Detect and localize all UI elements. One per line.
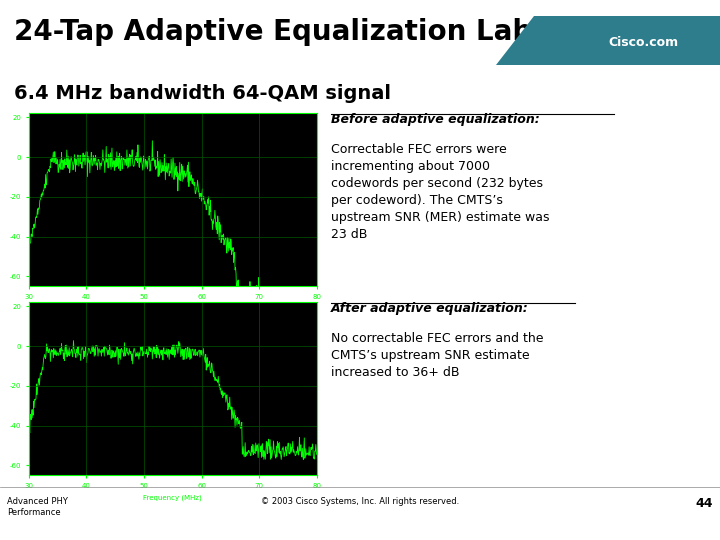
Polygon shape bbox=[495, 16, 720, 65]
X-axis label: Frequency (MHz): Frequency (MHz) bbox=[143, 306, 202, 312]
Text: 44: 44 bbox=[696, 497, 713, 510]
Text: 24-Tap Adaptive Equalization Lab Test: 24-Tap Adaptive Equalization Lab Test bbox=[14, 18, 606, 45]
Text: © 2003 Cisco Systems, Inc. All rights reserved.: © 2003 Cisco Systems, Inc. All rights re… bbox=[261, 497, 459, 506]
Text: Correctable FEC errors were
incrementing about 7000
codewords per second (232 by: Correctable FEC errors were incrementing… bbox=[331, 143, 549, 241]
Text: 6.4 MHz bandwidth 64-QAM signal: 6.4 MHz bandwidth 64-QAM signal bbox=[14, 84, 392, 103]
Text: Before adaptive equalization:: Before adaptive equalization: bbox=[331, 113, 540, 126]
Text: Cisco.com: Cisco.com bbox=[608, 36, 678, 50]
Text: After adaptive equalization:: After adaptive equalization: bbox=[331, 302, 529, 315]
Text: No correctable FEC errors and the
CMTS’s upstream SNR estimate
increased to 36+ : No correctable FEC errors and the CMTS’s… bbox=[331, 332, 544, 379]
Text: Advanced PHY
Performance: Advanced PHY Performance bbox=[7, 497, 68, 517]
X-axis label: Frequency (MHz): Frequency (MHz) bbox=[143, 495, 202, 501]
